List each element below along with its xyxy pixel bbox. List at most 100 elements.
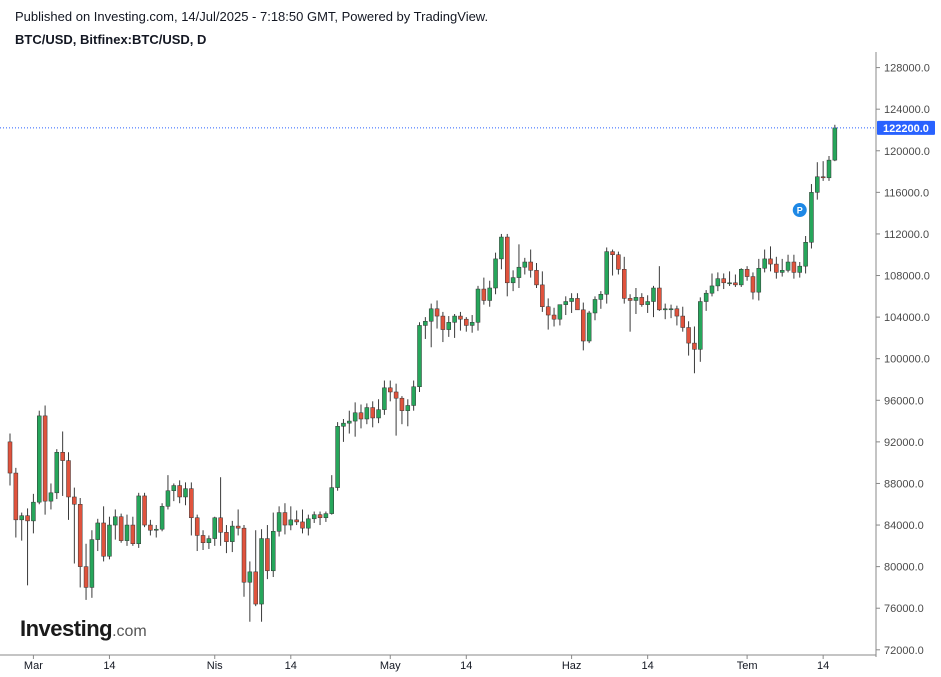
candle [370,401,375,428]
candle [259,529,264,622]
candle-body-down [194,517,200,536]
candle [633,288,639,314]
candle-body-down [358,412,364,420]
y-tick-label: 80000.0 [884,562,924,574]
candle-body-down [300,521,305,529]
candle-body-down [622,269,627,299]
candle-body-up [557,304,563,320]
candle-body-up [739,269,744,286]
candle [288,506,294,531]
candle-body-down [42,415,48,502]
candle [528,249,533,278]
candle-body-up [727,282,732,285]
x-tick-label: Mar [24,660,43,672]
candle-body-down [721,278,726,284]
candle [464,317,469,332]
candle [300,509,305,534]
y-tick-label: 84000.0 [884,520,924,532]
candle-body-up [809,192,814,243]
y-tick-label: 112000.0 [884,229,929,241]
candle [785,254,791,273]
candle [493,252,498,295]
candle-body-down [686,327,691,344]
candle-body-up [276,512,282,532]
candle [440,311,446,343]
candle [703,290,709,311]
candle-body-down [528,261,533,271]
investing-logo: Investing.com [20,616,147,642]
logo-suffix: .com [112,623,147,640]
candle-body-up [271,531,276,572]
candle [130,516,136,546]
candle [832,124,838,162]
candle [37,410,42,505]
candle [306,514,311,536]
candle-body-down [616,254,621,270]
candle [639,293,645,307]
candle-body-down [744,269,750,277]
candle-body-up [715,278,721,287]
symbol-title: BTC/USD, Bitfinex:BTC/USD, D [15,32,207,47]
candle-body-up [756,267,762,293]
y-tick-label: 120000.0 [884,146,930,158]
y-tick-label: 104000.0 [884,312,930,324]
candle-body-down [393,391,399,399]
candle-body-up [785,261,791,271]
candle [118,513,124,543]
candle [171,483,177,502]
p-marker-icon[interactable] [792,203,807,218]
candle [762,249,767,273]
candle-body-up [54,452,60,494]
candle [417,322,422,392]
candle [206,535,212,549]
candle [791,254,797,279]
candle-body-down [177,485,182,498]
candle [586,310,592,344]
candle-body-down [189,488,194,519]
y-tick-label: 124000.0 [884,104,930,116]
candle [352,402,358,437]
candle [95,518,100,552]
candle [183,482,188,506]
candle [727,271,732,286]
candle-body-down [481,288,487,301]
candle [358,404,364,429]
candle-body-up [31,501,36,522]
candle [563,296,568,316]
candle-body-up [95,522,100,540]
candle [475,285,481,331]
time-axis[interactable]: Mar 14 Nis 14 May 14 Haz 14 Tem 14 [24,655,829,672]
candle-body-down [282,512,288,526]
candle-body-up [803,242,808,267]
candle [551,307,557,327]
candle [657,266,662,311]
candle [136,492,141,548]
candle [522,257,528,275]
candle-body-up [633,297,639,301]
candle [750,272,756,300]
candle [557,304,563,326]
candle-body-up [19,515,24,521]
candle [382,380,387,415]
x-tick-label: Tem [737,660,758,672]
candle [60,431,65,496]
candle [510,270,516,292]
candle [31,493,36,534]
candle [662,303,668,320]
price-axis[interactable]: 72000.0 76000.0 80000.0 84000.0 88000.0 92000… [876,63,930,657]
x-tick-label: 14 [642,660,654,672]
candle [19,512,24,541]
candle-body-up [37,415,42,503]
candle [72,487,77,564]
candle-body-down [434,308,440,317]
candle-body-up [522,261,528,268]
candle [247,561,253,622]
candle-body-down [241,527,247,583]
candle-body-down [235,525,241,529]
candle [165,475,171,510]
candle [434,300,440,329]
candle [311,511,317,523]
candle-body-up [323,513,329,519]
candle-body-down [680,315,685,328]
